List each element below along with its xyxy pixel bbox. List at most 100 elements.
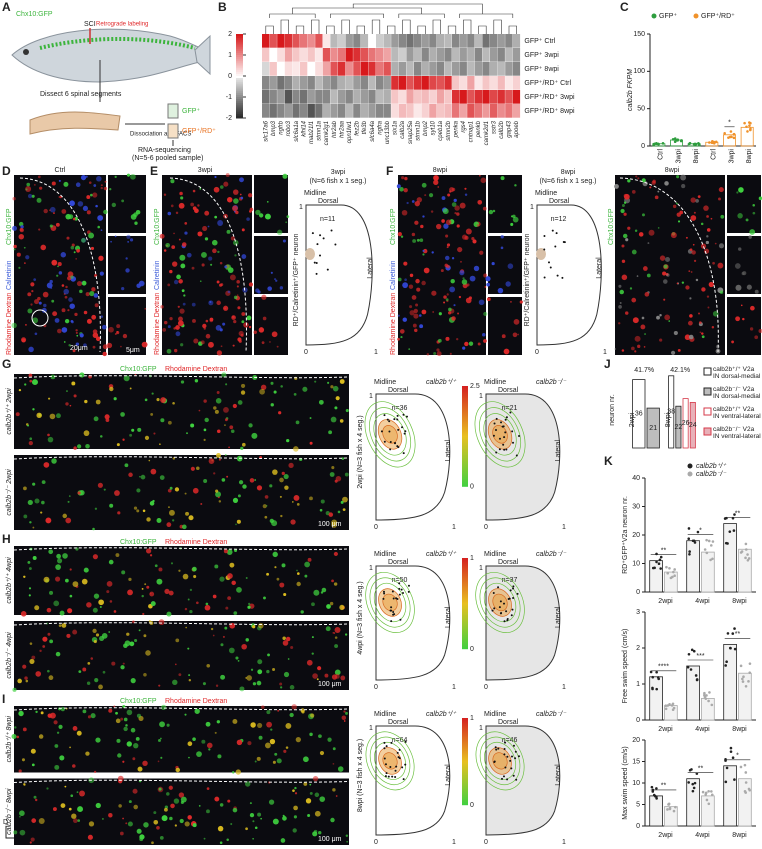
cell xyxy=(69,404,72,407)
panel-label: D xyxy=(2,164,11,178)
cell xyxy=(311,602,315,607)
cell xyxy=(227,799,231,803)
cell xyxy=(160,737,162,740)
legend-box: calb2b⁺/⁺ V2a IN ventral-lateral xyxy=(713,406,761,420)
cell xyxy=(102,670,106,674)
neuron-dot xyxy=(383,440,386,443)
cell xyxy=(451,202,457,207)
sample-dot xyxy=(705,551,709,555)
cell xyxy=(25,188,28,191)
neuron-dot xyxy=(388,420,391,423)
sample-dot xyxy=(739,765,743,769)
cell xyxy=(116,324,121,329)
neuron-dot xyxy=(319,254,322,257)
significance: ** xyxy=(735,510,741,517)
cell xyxy=(202,225,208,232)
cell xyxy=(48,397,51,400)
panel-title: Ctrl xyxy=(55,167,66,174)
cell xyxy=(260,384,267,391)
cell xyxy=(418,314,422,317)
cell xyxy=(104,180,107,183)
neuron-dot xyxy=(516,592,519,595)
cell xyxy=(411,232,416,237)
cell xyxy=(177,320,184,327)
cell xyxy=(245,676,248,679)
sample-dot xyxy=(732,529,736,532)
gene-label: bmp3 xyxy=(271,120,277,136)
cell xyxy=(64,318,70,324)
cell xyxy=(497,287,504,294)
cell xyxy=(128,800,132,804)
significance: ** xyxy=(735,631,741,638)
cell xyxy=(446,264,450,269)
rotated-label: tfe3b xyxy=(362,120,368,134)
cell xyxy=(738,187,744,193)
cell xyxy=(61,284,65,287)
cell xyxy=(95,802,101,809)
cell xyxy=(708,281,714,288)
cell xyxy=(43,576,50,583)
cell xyxy=(150,601,156,607)
cell xyxy=(242,484,247,489)
cell xyxy=(416,287,421,292)
y-tick-label: 10 xyxy=(632,780,640,787)
cell xyxy=(517,333,520,336)
neuron-dot xyxy=(385,745,388,748)
y-tick-label: 0 xyxy=(636,717,640,724)
cell xyxy=(56,274,59,277)
cell xyxy=(204,417,209,423)
cell xyxy=(129,433,133,437)
neuron-dot xyxy=(402,413,405,416)
sample-dot xyxy=(703,693,706,697)
heat-cell xyxy=(490,34,498,48)
cell xyxy=(113,397,117,401)
cell xyxy=(449,190,452,193)
cell xyxy=(224,454,227,456)
cell xyxy=(79,372,85,378)
cell xyxy=(224,626,228,630)
heat-cell xyxy=(482,34,490,48)
colorbar xyxy=(462,558,468,650)
y-tick-label: 1 xyxy=(636,681,640,688)
neuron-dot xyxy=(322,237,325,240)
cell xyxy=(113,705,116,708)
cell xyxy=(676,202,678,205)
cell xyxy=(335,396,340,401)
cell xyxy=(75,258,77,260)
cell xyxy=(283,749,287,753)
sample-dot xyxy=(692,649,696,653)
cell xyxy=(38,734,44,739)
rotated-label: calb2b⁻/⁻ 8wpi xyxy=(6,788,13,835)
cell xyxy=(248,325,252,329)
cell xyxy=(196,466,200,471)
gene-label: tfe3b xyxy=(362,120,368,134)
cell xyxy=(659,313,662,317)
cell xyxy=(488,209,494,215)
cell xyxy=(330,817,335,823)
cell xyxy=(232,315,235,319)
cell xyxy=(254,826,258,830)
cell xyxy=(137,427,142,432)
x-tick-label: 2wpi xyxy=(629,412,636,427)
heat-cell xyxy=(292,34,300,48)
sample-dot xyxy=(711,557,714,561)
cell xyxy=(718,197,721,201)
cell xyxy=(189,588,193,592)
heat-cell xyxy=(406,76,414,90)
cell xyxy=(70,319,74,323)
cell xyxy=(304,574,308,578)
cell xyxy=(88,181,92,184)
cell xyxy=(401,176,405,180)
sample-dot xyxy=(744,548,748,551)
cell xyxy=(184,607,188,611)
neuron-dot xyxy=(554,245,557,248)
cell xyxy=(285,746,289,749)
sample-dot xyxy=(672,570,675,574)
cell xyxy=(194,379,199,383)
cell xyxy=(631,190,636,194)
percent-label: 42.1% xyxy=(670,367,690,374)
cell xyxy=(223,406,229,413)
sample-dot xyxy=(659,567,662,570)
neuron-dot xyxy=(334,243,337,246)
legend-swatch xyxy=(687,463,693,469)
